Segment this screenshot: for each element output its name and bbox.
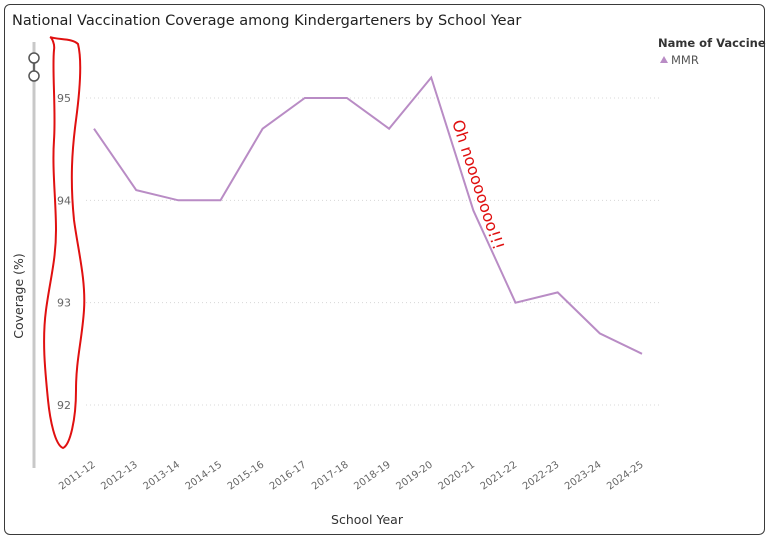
y-tick-label: 93: [57, 297, 71, 310]
x-tick-label: 2022-23: [521, 459, 562, 492]
chart-frame: [4, 4, 765, 535]
annotation-text: Oh noooooooo!!!: [448, 117, 508, 252]
x-tick-label: 2018-19: [352, 459, 393, 492]
triangle-marker-icon: [660, 56, 668, 63]
y-tick-labels: 92 93 94 95: [57, 92, 71, 412]
y-tick-label: 94: [57, 194, 71, 207]
x-tick-label: 2016-17: [268, 459, 309, 492]
x-tick-label: 2013-14: [141, 459, 182, 492]
x-tick-label: 2023-24: [563, 459, 604, 492]
y-tick-label: 95: [57, 92, 71, 105]
x-tick-label: 2014-15: [184, 459, 225, 492]
zoom-slider-handle-top[interactable]: [28, 52, 40, 64]
legend-title: Name of Vaccine: [658, 36, 766, 50]
x-axis-title: School Year: [331, 512, 404, 527]
x-tick-label: 2021-22: [479, 459, 520, 492]
hand-drawn-red-loop: [43, 36, 86, 450]
zoom-slider-handle-bottom[interactable]: [28, 70, 40, 82]
chart-title: National Vaccination Coverage among Kind…: [12, 13, 522, 29]
y-tick-label: 92: [57, 399, 71, 412]
x-tick-label: 2017-18: [310, 459, 351, 492]
x-tick-label: 2011-12: [57, 459, 98, 492]
gridlines: [86, 97, 660, 406]
x-tick-labels: 2011-12 2012-13 2013-14 2014-15 2015-16 2016-…: [57, 459, 646, 492]
x-tick-label: 2015-16: [226, 459, 267, 492]
x-tick-label: 2020-21: [437, 459, 478, 492]
x-tick-label: 2019-20: [394, 459, 435, 492]
x-tick-label: 2024-25: [605, 459, 646, 492]
series-line-mmr[interactable]: [93, 75, 643, 355]
y-axis-title: Coverage (%): [11, 253, 26, 339]
x-tick-label: 2012-13: [99, 459, 140, 492]
legend-item-mmr[interactable]: MMR: [660, 53, 699, 67]
legend-label: MMR: [671, 53, 699, 67]
